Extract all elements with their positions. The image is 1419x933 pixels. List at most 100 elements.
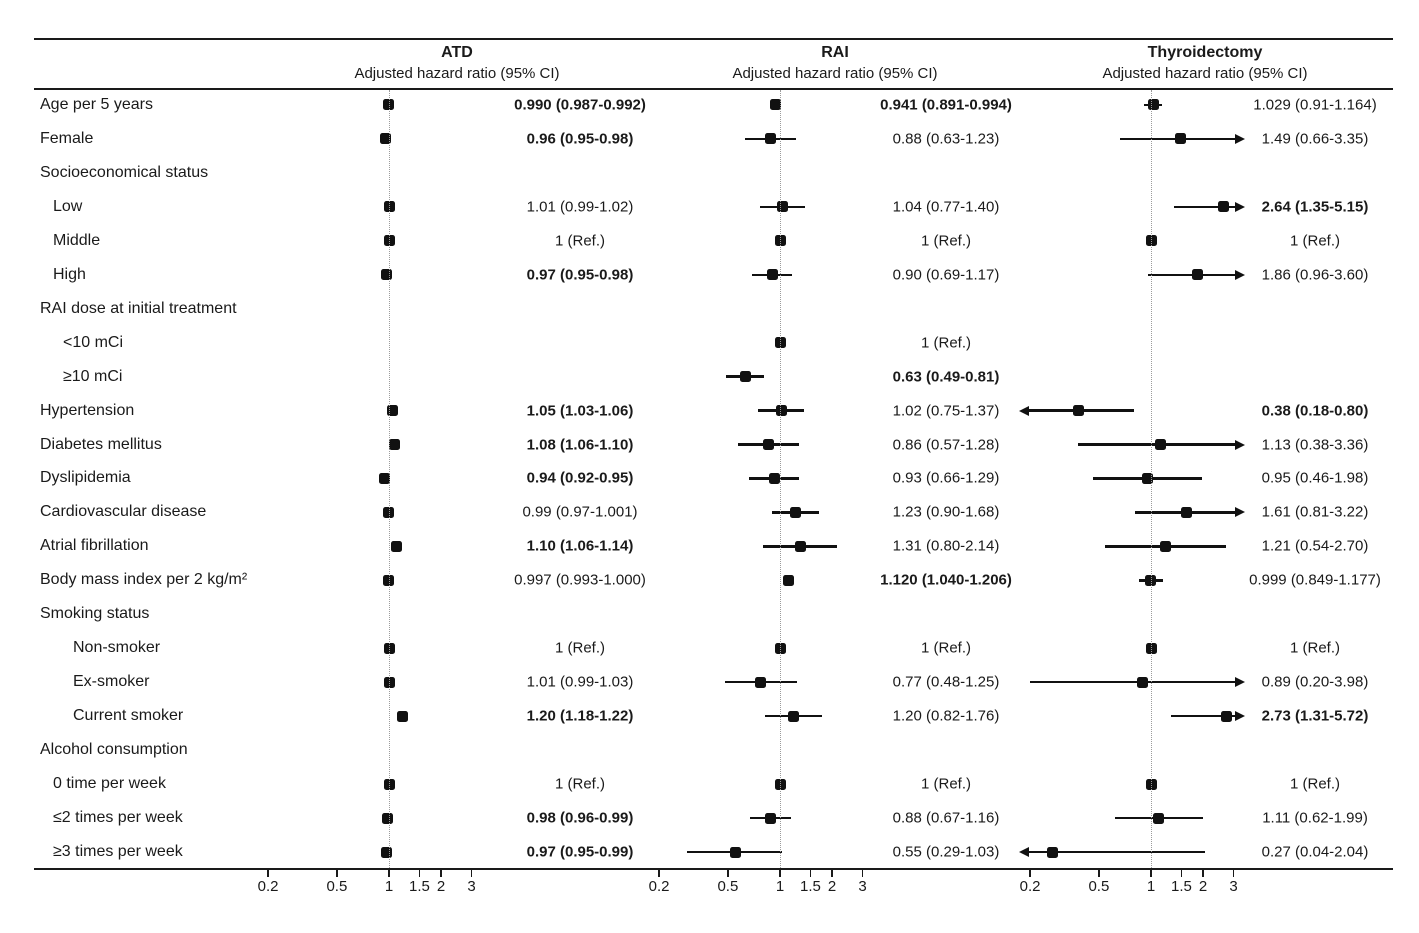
point-estimate-marker (1175, 133, 1187, 145)
axis-tick (831, 870, 833, 877)
axis-tick-label: 3 (1229, 878, 1238, 895)
row-label: Hypertension (40, 401, 135, 419)
axis-tick (1150, 870, 1152, 877)
hr-value-text: 1 (Ref.) (1289, 232, 1340, 250)
row-label: <10 mCi (63, 333, 124, 351)
ci-line (1030, 680, 1235, 684)
hr-value-text: 0.88 (0.63-1.23) (892, 130, 1000, 148)
forest-row: Low 1.01 (0.99-1.02) 1.04 (0.77-1.40) 2.64 … (0, 190, 1419, 224)
point-estimate-marker (794, 540, 806, 552)
axis-tick-label: 0.2 (257, 878, 279, 895)
axis-tick-label: 2 (827, 878, 837, 895)
hr-value-text: 1.11 (0.62-1.99) (1262, 809, 1368, 827)
hr-value-text: 0.97 (0.95-0.99) (526, 843, 634, 861)
point-estimate-marker (387, 405, 399, 417)
point-estimate-marker (397, 710, 409, 722)
row-label: Current smoker (73, 707, 184, 725)
point-estimate-marker (763, 439, 775, 451)
forest-row: Diabetes mellitus 1.08 (1.06-1.10) 0.86 (0… (0, 428, 1419, 462)
ci-line (1147, 273, 1235, 276)
arrow-left-icon (1019, 847, 1029, 857)
point-estimate-marker (764, 812, 776, 824)
hr-value-text: 1.20 (0.82-1.76) (892, 707, 1000, 725)
forest-row: Age per 5 years 0.990 (0.987-0.992) 0.941 … (0, 88, 1419, 122)
row-label: Cardiovascular disease (40, 503, 207, 521)
hr-value-text: 1.10 (1.06-1.14) (526, 537, 634, 555)
axis-tick-label: 1 (775, 878, 785, 895)
reference-line (1150, 90, 1152, 868)
point-estimate-marker (389, 439, 401, 451)
forest-row: Middle 1 (Ref.) 1 (Ref.) 1 (Ref.) (0, 224, 1419, 258)
hr-value-text: 1 (Ref.) (920, 334, 971, 352)
axis-tick-label: 1.5 (409, 878, 430, 895)
hr-value-text: 1.02 (0.75-1.37) (892, 402, 1000, 420)
axis-tick (1180, 870, 1183, 877)
axis-tick (1029, 870, 1031, 877)
hr-value-text: 1.08 (1.06-1.10) (526, 436, 634, 454)
hr-value-text: 1 (Ref.) (1289, 639, 1340, 657)
axis-tick-label: 1.5 (800, 878, 821, 895)
point-estimate-marker (729, 846, 741, 858)
point-estimate-marker (766, 269, 778, 281)
arrow-right-icon (1235, 269, 1245, 280)
forest-row: Non-smoker 1 (Ref.) 1 (Ref.) 1 (Ref.) (0, 631, 1419, 665)
axis-tick (470, 870, 473, 877)
axis-tick (658, 870, 660, 877)
forest-row: Body mass index per 2 kg/m² 0.997 (0.993-… (0, 563, 1419, 597)
point-estimate-marker (1181, 506, 1193, 518)
panel-title-thyroidectomy: Thyroidectomy (1147, 44, 1263, 61)
axis-tick (418, 870, 421, 877)
axis-tick-label: 0.2 (1019, 878, 1041, 895)
point-estimate-marker (1141, 472, 1153, 484)
hr-value-text: 0.38 (0.18-0.80) (1261, 402, 1369, 420)
row-label: Female (40, 129, 94, 147)
panel-title-rai: RAI (821, 44, 849, 61)
hr-value-text: 1.01 (0.99-1.03) (526, 673, 634, 691)
hr-value-text: 1.86 (0.96-3.60) (1261, 266, 1369, 284)
hr-value-text: 1.05 (1.03-1.06) (526, 402, 634, 420)
point-estimate-marker (381, 812, 393, 824)
point-estimate-marker (739, 371, 751, 383)
hr-value-text: 0.90 (0.69-1.17) (892, 266, 1000, 284)
row-label: Middle (53, 231, 101, 249)
hr-value-text: 1.13 (0.38-3.36) (1261, 436, 1369, 454)
hr-value-text: 2.73 (1.31-5.72) (1261, 707, 1369, 725)
axis-tick (727, 870, 729, 877)
point-estimate-marker (380, 133, 392, 145)
axis-tick (440, 870, 442, 877)
axis-tick-label: 2 (436, 878, 446, 895)
point-estimate-marker (382, 506, 394, 518)
point-estimate-marker (790, 506, 802, 518)
hr-value-text: 0.93 (0.66-1.29) (892, 469, 1000, 487)
axis-tick-label: 2 (1198, 878, 1208, 895)
hr-value-text: 1 (Ref.) (920, 639, 971, 657)
hr-value-text: 1.04 (0.77-1.40) (892, 198, 1000, 216)
row-label: Dyslipidemia (40, 469, 131, 487)
point-estimate-marker (1192, 269, 1204, 281)
axis-tick (1098, 870, 1100, 877)
point-estimate-marker (1159, 540, 1171, 552)
axis-tick-label: 1.5 (1171, 878, 1192, 895)
group-row: Alcohol consumption (0, 733, 1419, 767)
axis-tick (1232, 870, 1235, 877)
top-rule (34, 38, 1393, 41)
forest-row: High 0.97 (0.95-0.98) 0.90 (0.69-1.17) 1.86… (0, 258, 1419, 292)
group-row: Smoking status (0, 597, 1419, 631)
hr-value-text: 1 (Ref.) (920, 775, 971, 793)
hr-value-text: 0.63 (0.49-0.81) (892, 368, 1000, 386)
arrow-right-icon (1235, 201, 1245, 212)
hr-value-text: 1.029 (0.91-1.164) (1253, 96, 1377, 114)
hr-value-text: 1.120 (1.040-1.206) (880, 571, 1012, 589)
point-estimate-marker (775, 405, 787, 417)
axis-tick (336, 870, 338, 877)
hr-value-text: 0.27 (0.04-2.04) (1261, 843, 1369, 861)
axis-line (34, 868, 1393, 871)
row-label: Socioeconomical status (40, 163, 209, 181)
hr-value-text: 0.94 (0.92-0.95) (526, 469, 634, 487)
forest-row: ≥3 times per week 0.97 (0.95-0.99) 0.55 (0… (0, 835, 1419, 869)
point-estimate-marker (384, 201, 396, 213)
forest-row: Dyslipidemia 0.94 (0.92-0.95) 0.93 (0.66-1… (0, 462, 1419, 496)
axis-tick-label: 3 (467, 878, 476, 895)
row-label: Diabetes mellitus (40, 435, 162, 453)
